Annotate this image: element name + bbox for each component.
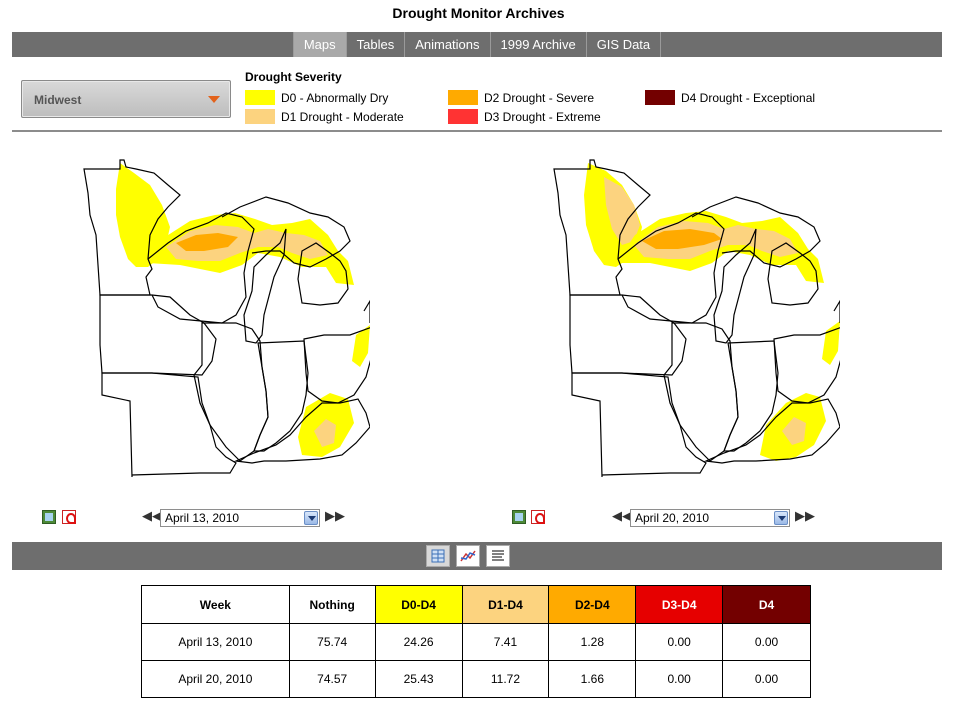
drought-overlay [584, 163, 840, 461]
cell-d2-d4: 1.66 [548, 660, 637, 698]
image-icon[interactable] [512, 510, 526, 524]
pdf-icon[interactable] [531, 510, 545, 524]
tab-1999-archive[interactable]: 1999 Archive [489, 32, 586, 57]
page-title: Drought Monitor Archives [392, 5, 565, 21]
pdf-icon[interactable] [62, 510, 76, 524]
nav-bar: Maps Tables Animations 1999 Archive GIS … [12, 32, 942, 57]
drought-overlay [116, 163, 370, 457]
cell-nothing: 74.57 [288, 660, 376, 698]
cell-d2-d4: 1.28 [548, 623, 637, 661]
col-header-d3-d4: D3-D4 [635, 585, 724, 624]
region-select-value: Midwest [34, 93, 82, 107]
double-left-arrow-icon[interactable]: ◀◀ [612, 508, 632, 523]
col-header-nothing: Nothing [288, 585, 376, 624]
dropdown-arrow-icon [774, 511, 788, 525]
legend-swatch-d4 [645, 90, 675, 105]
legend-swatch-d0 [245, 90, 275, 105]
drought-stats-table: Week Nothing D0-D4 D1-D4 D2-D4 D3-D4 D4 … [141, 585, 811, 698]
double-right-arrow-icon[interactable]: ▶▶ [325, 508, 345, 523]
col-header-d0-d4: D0-D4 [374, 585, 463, 624]
legend-label-d3: D3 Drought - Extreme [484, 109, 601, 124]
drought-map-april-20 [553, 159, 840, 478]
line-chart-icon[interactable] [456, 545, 480, 567]
date-select-value: April 20, 2010 [635, 511, 710, 525]
date-select-right[interactable]: April 20, 2010 [630, 509, 790, 527]
cell-d1-d4: 7.41 [461, 623, 550, 661]
table-icon[interactable] [426, 545, 450, 567]
cell-d0-d4: 25.43 [374, 660, 463, 698]
legend-label-d1: D1 Drought - Moderate [281, 109, 404, 124]
col-header-d1-d4: D1-D4 [461, 585, 550, 624]
legend-swatch-d3 [448, 109, 478, 124]
legend-item-d0: D0 - Abnormally Dry [245, 90, 388, 105]
tab-maps[interactable]: Maps [292, 32, 346, 57]
col-header-d4: D4 [722, 585, 811, 624]
cell-d0-d4: 24.26 [374, 623, 463, 661]
legend-label-d0: D0 - Abnormally Dry [281, 90, 389, 105]
double-left-arrow-icon[interactable]: ◀◀ [142, 508, 162, 523]
view-toolbar [12, 542, 942, 570]
table-header-row: Week Nothing D0-D4 D1-D4 D2-D4 D3-D4 D4 [141, 585, 811, 624]
cell-d4: 0.00 [722, 623, 811, 661]
tab-animations[interactable]: Animations [404, 32, 489, 57]
state-boundaries [83, 159, 370, 478]
cell-week: April 20, 2010 [141, 660, 290, 698]
dropdown-arrow-icon [304, 511, 318, 525]
col-header-d2-d4: D2-D4 [548, 585, 637, 624]
cell-week: April 13, 2010 [141, 623, 290, 661]
legend-label-d4: D4 Drought - Exceptional [681, 90, 816, 105]
double-right-arrow-icon[interactable]: ▶▶ [795, 508, 815, 523]
table-row: April 13, 2010 75.74 24.26 7.41 1.28 0.0… [141, 623, 811, 661]
cell-d4: 0.00 [722, 660, 811, 698]
cell-d1-d4: 11.72 [461, 660, 550, 698]
text-lines-icon[interactable] [486, 545, 510, 567]
legend-item-d1: D1 Drought - Moderate [245, 109, 404, 124]
cell-d3-d4: 0.00 [635, 660, 724, 698]
date-select-value: April 13, 2010 [165, 511, 240, 525]
date-select-left[interactable]: April 13, 2010 [160, 509, 320, 527]
divider [12, 130, 942, 132]
image-icon[interactable] [42, 510, 56, 524]
cell-d3-d4: 0.00 [635, 623, 724, 661]
tab-tables[interactable]: Tables [345, 32, 405, 57]
legend-label-d2: D2 Drought - Severe [484, 90, 595, 105]
tab-gis-data[interactable]: GIS Data [585, 32, 662, 57]
region-select[interactable]: Midwest [21, 80, 231, 118]
state-boundaries [553, 159, 840, 478]
legend-item-d2: D2 Drought - Severe [448, 90, 594, 105]
legend-swatch-d1 [245, 109, 275, 124]
col-header-week: Week [141, 585, 290, 624]
legend-item-d3: D3 Drought - Extreme [448, 109, 601, 124]
legend-item-d4: D4 Drought - Exceptional [645, 90, 815, 105]
dropdown-arrow-icon [208, 96, 220, 103]
cell-nothing: 75.74 [288, 623, 376, 661]
drought-map-april-13 [83, 159, 370, 478]
legend-title: Drought Severity [245, 70, 342, 84]
legend-swatch-d2 [448, 90, 478, 105]
table-row: April 20, 2010 74.57 25.43 11.72 1.66 0.… [141, 660, 811, 698]
